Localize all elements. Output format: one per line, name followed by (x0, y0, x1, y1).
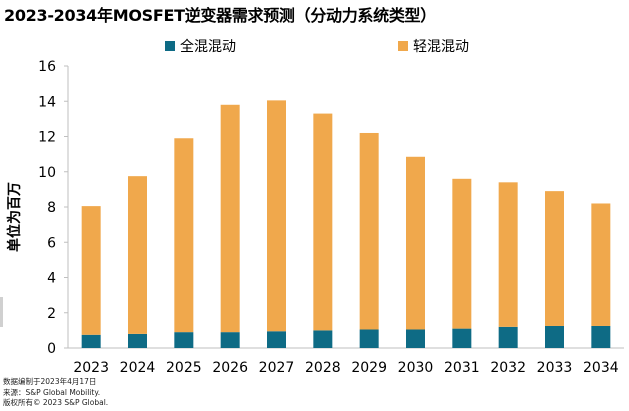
note-copyright: 版权所有© 2023 S&P Global. (3, 398, 109, 407)
page-edge-marker (0, 297, 3, 327)
bar-full-hybrid-2023 (81, 334, 101, 348)
y-tick-label: 2 (47, 306, 56, 322)
bar-full-hybrid-2026 (220, 332, 240, 348)
bar-mild-hybrid-2025 (174, 138, 194, 333)
y-tick-label: 4 (47, 271, 56, 287)
y-tick-label: 16 (38, 59, 56, 75)
x-tick-label: 2026 (212, 360, 248, 376)
legend-swatch-mild-hybrid (398, 41, 408, 51)
bar-full-hybrid-2032 (498, 326, 518, 348)
bar-full-hybrid-2029 (359, 329, 379, 348)
x-tick-label: 2032 (490, 360, 526, 376)
bar-mild-hybrid-2034 (591, 203, 611, 326)
x-tick-label: 2031 (444, 360, 480, 376)
bar-full-hybrid-2024 (128, 333, 147, 348)
legend-item-mild-hybrid: 轻混混动 (398, 36, 469, 56)
bar-full-hybrid-2031 (452, 328, 472, 348)
bar-mild-hybrid-2031 (452, 178, 472, 329)
bar-mild-hybrid-2029 (359, 132, 379, 330)
note-source: 来源：S&P Global Mobility. (3, 387, 101, 397)
x-tick-label: 2025 (166, 360, 202, 376)
legend: 全混混动 轻混混动 (0, 36, 629, 56)
chart-title: 2023-2034年MOSFET逆变器需求预测（分动力系统类型） (4, 6, 436, 25)
y-tick-label: 0 (47, 341, 56, 357)
legend-label-full-hybrid: 全混混动 (180, 39, 236, 55)
x-tick-label: 2034 (583, 360, 619, 376)
legend-item-full-hybrid: 全混混动 (165, 36, 236, 56)
bar-mild-hybrid-2027 (267, 100, 286, 332)
x-tick-label: 2027 (259, 360, 295, 376)
bar-mild-hybrid-2023 (81, 206, 101, 335)
y-tick-label: 14 (38, 94, 56, 110)
bar-mild-hybrid-2028 (313, 113, 333, 331)
legend-swatch-full-hybrid (165, 41, 175, 51)
bar-full-hybrid-2025 (174, 332, 194, 348)
y-tick-label: 6 (47, 235, 56, 251)
legend-label-mild-hybrid: 轻混混动 (413, 39, 469, 55)
y-tick-label: 8 (47, 200, 56, 216)
bar-mild-hybrid-2033 (545, 191, 564, 326)
footnotes: 数据编制于2023年4月17日 来源：S&P Global Mobility. … (3, 377, 108, 409)
bar-full-hybrid-2033 (545, 325, 564, 348)
bar-mild-hybrid-2030 (406, 156, 425, 330)
note-date: 数据编制于2023年4月17日 (3, 377, 97, 386)
x-tick-label: 2033 (537, 360, 573, 376)
x-tick-label: 2023 (73, 360, 109, 376)
x-tick-label: 2029 (351, 360, 387, 376)
x-tick-label: 2030 (398, 360, 434, 376)
x-tick-label: 2024 (120, 360, 156, 376)
bar-mild-hybrid-2026 (220, 104, 240, 333)
y-tick-label: 12 (38, 130, 56, 146)
bar-mild-hybrid-2032 (498, 182, 518, 327)
bar-full-hybrid-2034 (591, 325, 611, 348)
bar-full-hybrid-2027 (267, 331, 286, 348)
y-tick-label: 10 (38, 165, 56, 181)
bar-full-hybrid-2030 (406, 329, 425, 348)
bar-mild-hybrid-2024 (128, 176, 147, 334)
bar-full-hybrid-2028 (313, 330, 333, 348)
x-tick-label: 2028 (305, 360, 341, 376)
